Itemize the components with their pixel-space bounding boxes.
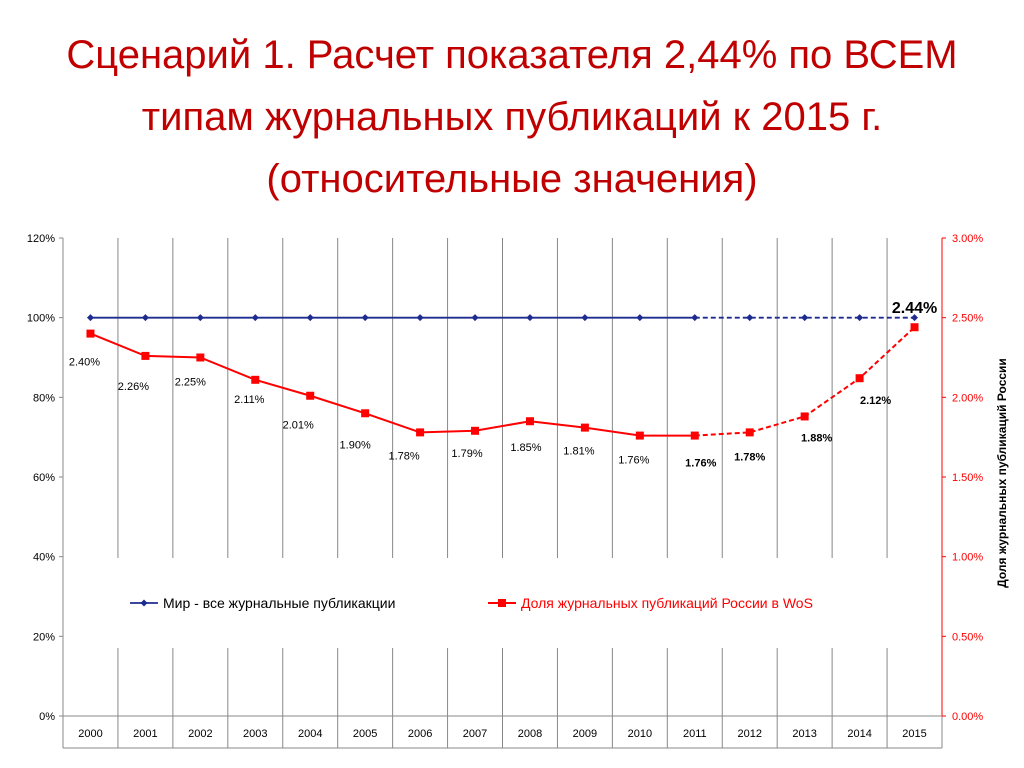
x-tick-label: 2012 [737, 728, 761, 740]
data-label: 1.78% [734, 451, 765, 463]
data-point-russia [141, 351, 150, 360]
x-tick-label: 2003 [243, 728, 267, 740]
data-point-world [746, 314, 754, 322]
x-tick-label: 2006 [408, 728, 432, 740]
data-point-russia [471, 426, 480, 435]
data-point-world [911, 314, 919, 322]
data-label: 1.81% [563, 446, 594, 458]
left-tick-label: 100% [27, 313, 55, 325]
data-label: 2.01% [283, 420, 314, 432]
x-tick-label: 2004 [298, 728, 322, 740]
data-point-russia [196, 353, 205, 362]
left-axis-ticks: 0% 20% 40% 60% 80% 100% 120% [27, 233, 63, 723]
data-point-russia [745, 428, 754, 437]
data-point-russia [251, 375, 260, 384]
left-tick-label: 60% [33, 472, 55, 484]
series-line-russia [90, 332, 695, 437]
data-point-world [856, 314, 864, 322]
x-axis-ticks: 2000 2001 2002 2003 2004 2005 2006 2007 2008 2009… [78, 728, 927, 740]
x-tick-label: 2002 [188, 728, 212, 740]
data-point-world [251, 314, 259, 322]
data-point-world [416, 314, 424, 322]
data-point-russia [525, 417, 534, 426]
x-tick-label: 2011 [683, 728, 707, 740]
data-point-russia [690, 431, 699, 440]
data-label: 2.40% [69, 357, 100, 369]
data-label: 2.26% [118, 381, 149, 393]
data-point-russia [910, 323, 919, 332]
data-label: 2.44% [892, 300, 937, 317]
right-tick-label: 1.50% [952, 472, 983, 484]
data-point-world [306, 314, 314, 322]
data-point-russia [86, 329, 95, 338]
data-label: 1.76% [618, 455, 649, 467]
x-tick-label: 2001 [133, 728, 157, 740]
right-axis-ticks: 0.00% 0.50% 1.00% 1.50% 2.00% 2.50% 3.00% [942, 233, 983, 723]
right-tick-label: 2.00% [952, 392, 983, 404]
data-label: 2.25% [175, 377, 206, 389]
data-point-world [196, 314, 204, 322]
left-tick-label: 120% [27, 233, 55, 245]
data-point-world [361, 314, 369, 322]
data-point-world [471, 314, 479, 322]
chart-legend: Мир - все журнальные публикакции Доля жур… [130, 595, 813, 611]
left-tick-label: 20% [33, 631, 55, 643]
x-tick-label: 2007 [463, 728, 487, 740]
data-point-russia [416, 428, 425, 437]
data-point-world [636, 314, 644, 322]
data-point-russia [635, 431, 644, 440]
x-tick-label: 2009 [573, 728, 597, 740]
legend-marker-world [140, 599, 148, 607]
data-label: 1.78% [388, 450, 419, 462]
x-tick-label: 2015 [902, 728, 926, 740]
data-point-russia [855, 374, 864, 383]
x-tick-label: 2008 [518, 728, 542, 740]
left-tick-label: 80% [33, 392, 55, 404]
right-tick-label: 3.00% [952, 233, 983, 245]
slide-title: Сценарий 1. Расчет показателя 2,44% по В… [66, 33, 958, 201]
right-tick-label: 0.50% [952, 631, 983, 643]
data-point-world [691, 314, 699, 322]
vertical-gridlines [117, 238, 888, 716]
data-label: 1.85% [510, 442, 541, 454]
legend-label-world: Мир - все журнальные публикакции [163, 595, 395, 611]
data-point-world [801, 314, 809, 322]
data-point-russia [800, 412, 809, 421]
legend-marker-russia [498, 599, 506, 607]
data-labels: 2.40% 2.26% 2.25% 2.11% 2.01% 1.90% 1.78% 1.79%… [69, 300, 937, 469]
chart-series [86, 314, 919, 440]
data-label: 1.90% [340, 439, 371, 451]
data-point-world [86, 314, 94, 322]
x-tick-label: 2010 [628, 728, 652, 740]
left-tick-label: 40% [33, 552, 55, 564]
x-tick-label: 2005 [353, 728, 377, 740]
data-point-world [581, 314, 589, 322]
data-label: 1.76% [685, 458, 716, 470]
legend-label-russia: Доля журнальных публикаций России в WoS [521, 595, 813, 611]
right-tick-label: 2.50% [952, 313, 983, 325]
right-tick-label: 1.00% [952, 552, 983, 564]
right-tick-label: 0.00% [952, 711, 983, 723]
data-label: 1.88% [801, 432, 832, 444]
left-tick-label: 0% [39, 711, 55, 723]
data-point-russia [580, 423, 589, 432]
data-label: 2.12% [860, 395, 891, 407]
right-axis-title: Доля журнальных публикаций России [995, 358, 1009, 588]
x-tick-label: 2000 [78, 728, 102, 740]
data-point-russia [361, 409, 370, 418]
x-tick-label: 2013 [792, 728, 816, 740]
data-point-russia [306, 391, 315, 400]
data-point-world [141, 314, 149, 322]
data-label: 1.79% [451, 448, 482, 460]
x-tick-label: 2014 [847, 728, 871, 740]
data-point-world [526, 314, 534, 322]
data-label: 2.11% [234, 394, 265, 406]
